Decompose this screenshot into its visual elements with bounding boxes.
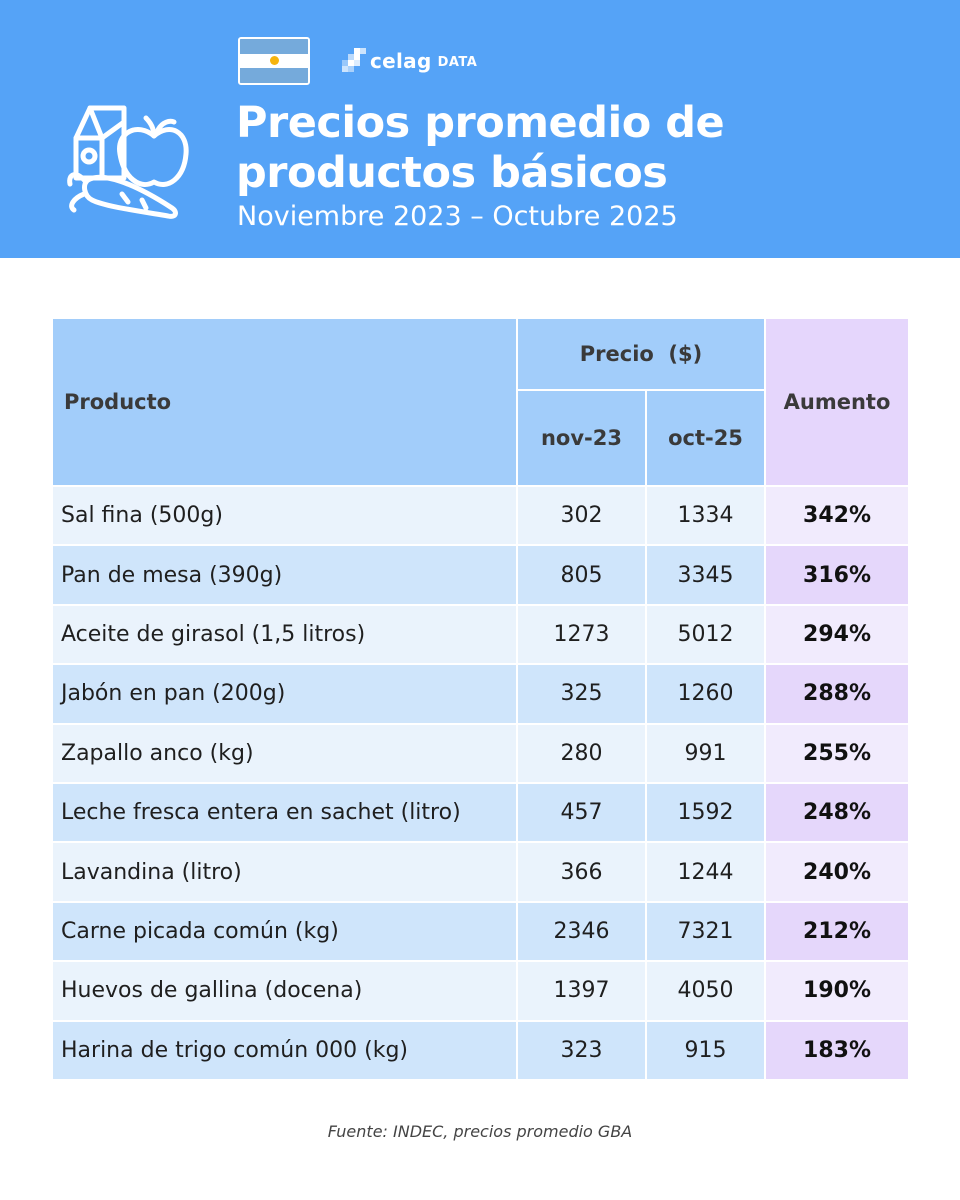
nov-23-price-cell: 366 — [516, 841, 647, 903]
product-cell: Carne picada común (kg) — [51, 900, 518, 963]
page-subtitle: Noviembre 2023 – Octubre 2025 — [237, 201, 678, 232]
table-row: Sal fina (500g) 302 1334 342% — [51, 484, 910, 547]
logo-subtext: DATA — [437, 54, 478, 70]
title-line-1: Precios promedio de — [236, 98, 725, 148]
product-cell: Huevos de gallina (docena) — [51, 960, 518, 1022]
nov-23-price-cell: 457 — [516, 781, 647, 844]
product-cell: Jabón en pan (200g) — [51, 663, 518, 725]
table-body: Sal fina (500g) 302 1334 342% Pan de mesa (3… — [51, 484, 910, 1081]
argentina-flag-icon — [238, 37, 310, 85]
table-row: Jabón en pan (200g) 325 1260 288% — [51, 663, 910, 725]
increase-cell: 248% — [764, 781, 910, 844]
nov-23-price-cell: 805 — [516, 544, 647, 606]
increase-cell: 183% — [764, 1019, 910, 1081]
product-cell: Pan de mesa (390g) — [51, 544, 518, 606]
product-cell: Sal fina (500g) — [51, 484, 518, 547]
table-row: Zapallo anco (kg) 280 991 255% — [51, 722, 910, 784]
header-banner: celag DATA Precios promedio de productos… — [0, 0, 960, 258]
oct-25-price-cell: 1592 — [645, 781, 766, 844]
table-row: Carne picada común (kg) 2346 7321 212% — [51, 900, 910, 963]
nov-23-price-cell: 1397 — [516, 960, 647, 1022]
header-oct-25: oct-25 — [645, 389, 766, 487]
source-note: Fuente: INDEC, precios promedio GBA — [327, 1122, 633, 1141]
table-row: Aceite de girasol (1,5 litros) 1273 5012 29… — [51, 603, 910, 666]
table-row: Pan de mesa (390g) 805 3345 316% — [51, 544, 910, 606]
increase-cell: 212% — [764, 900, 910, 963]
product-cell: Harina de trigo común 000 (kg) — [51, 1019, 518, 1081]
oct-25-price-cell: 4050 — [645, 960, 766, 1022]
oct-25-price-cell: 5012 — [645, 603, 766, 666]
nov-23-price-cell: 2346 — [516, 900, 647, 963]
increase-cell: 255% — [764, 722, 910, 784]
title-line-2: productos básicos — [236, 148, 668, 198]
header-increase: Aumento — [764, 317, 910, 487]
nov-23-price-cell: 1273 — [516, 603, 647, 666]
logo-text: celag — [370, 49, 432, 73]
increase-cell: 288% — [764, 663, 910, 725]
oct-25-price-cell: 1334 — [645, 484, 766, 547]
table-row: Leche fresca entera en sachet (litro) 457… — [51, 781, 910, 844]
header-nov-23: nov-23 — [516, 389, 647, 487]
price-table-wrapper: Producto Precio ($) Aumento nov-23 oct-2… — [51, 317, 910, 1081]
increase-cell: 190% — [764, 960, 910, 1022]
celag-logo: celag DATA — [340, 44, 477, 78]
oct-25-price-cell: 3345 — [645, 544, 766, 606]
product-cell: Aceite de girasol (1,5 litros) — [51, 603, 518, 666]
header-product: Producto — [51, 317, 518, 487]
nov-23-price-cell: 280 — [516, 722, 647, 784]
increase-cell: 240% — [764, 841, 910, 903]
table-row: Huevos de gallina (docena) 1397 4050 190% — [51, 960, 910, 1022]
groceries-icon — [67, 105, 189, 219]
oct-25-price-cell: 1244 — [645, 841, 766, 903]
increase-cell: 342% — [764, 484, 910, 547]
nov-23-price-cell: 325 — [516, 663, 647, 725]
increase-cell: 294% — [764, 603, 910, 666]
header-price-group: Precio ($) — [516, 317, 766, 391]
nov-23-price-cell: 323 — [516, 1019, 647, 1081]
pixel-logo-icon — [342, 48, 366, 72]
product-cell: Zapallo anco (kg) — [51, 722, 518, 784]
nov-23-price-cell: 302 — [516, 484, 647, 547]
oct-25-price-cell: 7321 — [645, 900, 766, 963]
page-title: Precios promedio de productos básicos — [236, 98, 916, 198]
product-cell: Leche fresca entera en sachet (litro) — [51, 781, 518, 844]
price-table: Producto Precio ($) Aumento nov-23 oct-2… — [51, 317, 910, 1081]
oct-25-price-cell: 1260 — [645, 663, 766, 725]
product-cell: Lavandina (litro) — [51, 841, 518, 903]
oct-25-price-cell: 915 — [645, 1019, 766, 1081]
table-row: Lavandina (litro) 366 1244 240% — [51, 841, 910, 903]
increase-cell: 316% — [764, 544, 910, 606]
table-row: Harina de trigo común 000 (kg) 323 915 183% — [51, 1019, 910, 1081]
oct-25-price-cell: 991 — [645, 722, 766, 784]
